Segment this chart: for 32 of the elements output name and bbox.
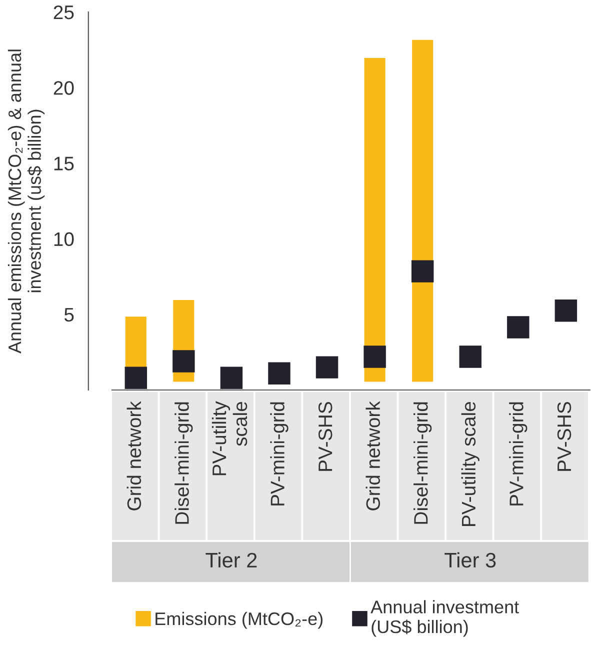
- point: [459, 346, 482, 368]
- x-tick-label: PV-SHS: [557, 402, 572, 471]
- x-tick-label: PV-SHS: [318, 402, 332, 471]
- text: Tier 2: [206, 552, 257, 568]
- point: [124, 366, 147, 390]
- point: [364, 346, 386, 368]
- x-tick-label: Grid network: [366, 401, 380, 510]
- y-axis-title: Annual emissions (MtCO₂-e) & annual investment (us$ billion): [8, 50, 45, 354]
- x-tick-label: PV-utility scale: [461, 402, 480, 526]
- y-tick-label: 5: [64, 308, 74, 322]
- x-tick-label: PV-mini-grid: [509, 402, 528, 506]
- legend-label: Emissions (MtCO₂-e): [156, 612, 323, 629]
- y-tick-label: 15: [54, 156, 74, 170]
- x-tick-label: PV-utility scale: [212, 401, 248, 476]
- point: [554, 300, 578, 322]
- x-tick-label: Disel-mini-grid: [414, 402, 432, 524]
- point: [316, 356, 338, 378]
- legend-label: Annual investment (US$ billion): [370, 600, 519, 637]
- point: [172, 350, 195, 372]
- y-tick-label: 10: [54, 232, 74, 246]
- point: [411, 260, 434, 282]
- point: [507, 316, 530, 338]
- x-tick-label: PV-mini-grid: [270, 402, 288, 506]
- bar: [410, 38, 435, 384]
- x-tick-label: Disel-mini-grid: [174, 402, 193, 524]
- point: [268, 362, 290, 384]
- bar: [362, 56, 387, 384]
- x-tick-label: Grid network: [126, 401, 142, 510]
- y-tick-label: 25: [54, 5, 74, 20]
- y-tick-label: 20: [54, 81, 74, 95]
- text: Tier 3: [444, 552, 496, 568]
- point: [220, 366, 243, 390]
